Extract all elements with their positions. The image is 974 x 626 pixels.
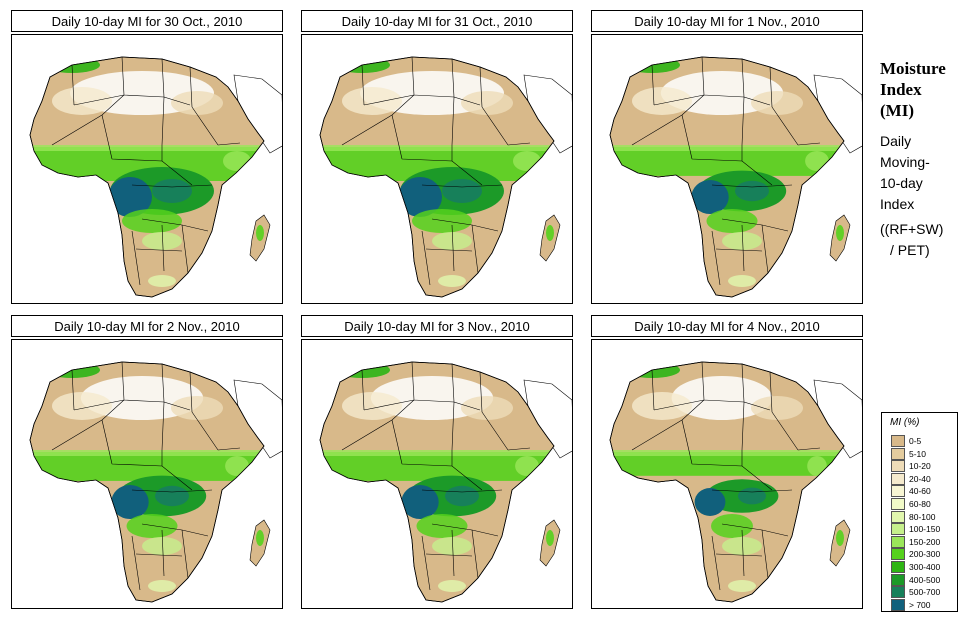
legend-label: 20-40 <box>909 473 931 484</box>
panel-title: Daily 10-day MI for 31 Oct., 2010 <box>301 10 573 32</box>
legend-swatch <box>891 586 905 599</box>
legend-swatch <box>891 573 905 586</box>
legend-swatch <box>891 535 905 548</box>
legend-item: 40-60 <box>891 485 955 498</box>
sahel-moisture-band <box>320 452 554 481</box>
index-description: Daily Moving- 10-day Index <box>880 131 930 215</box>
desc-line: Index <box>880 196 915 212</box>
legend-item: 20-40 <box>891 472 955 486</box>
legend-item: 60-80 <box>891 498 955 511</box>
very-wet-area <box>694 488 726 516</box>
legend-item: 200-300 <box>891 548 955 561</box>
map-frame <box>591 34 863 304</box>
africa-map <box>29 56 265 298</box>
panel-title: Daily 10-day MI for 1 Nov., 2010 <box>591 10 863 32</box>
map-frame <box>301 34 573 304</box>
desc-line: Daily <box>880 133 912 149</box>
legend-label: 100-150 <box>909 524 941 535</box>
very-wet-area <box>691 180 729 214</box>
legend-item: 500-700 <box>891 586 955 599</box>
very-wet-area <box>111 485 149 519</box>
map-frame <box>11 34 283 304</box>
very-wet-area <box>398 177 442 217</box>
legend: MI (%) 0-5 5-10 10-20 20-40 40-60 60-80 80-100… <box>881 412 958 612</box>
legend-swatch <box>891 561 905 573</box>
legend-swatch <box>891 498 905 510</box>
legend-item: 400-500 <box>891 573 955 587</box>
africa-map <box>319 56 555 298</box>
sahel-moisture-band <box>610 452 844 476</box>
legend-label: > 700 <box>909 599 931 610</box>
formula-line: / PET) <box>890 242 930 258</box>
legend-label: 5-10 <box>909 448 927 459</box>
legend-swatch <box>891 598 905 611</box>
legend-title: MI (%) <box>890 417 920 428</box>
title-line: Index <box>880 80 922 99</box>
africa-map <box>29 361 265 603</box>
legend-item: 80-100 <box>891 510 955 524</box>
legend-item: 150-200 <box>891 535 955 549</box>
legend-item: 0-5 <box>891 435 955 448</box>
title-line: Moisture <box>880 59 946 78</box>
index-formula: ((RF+SW) / PET) <box>880 219 943 261</box>
legend-label: 10-20 <box>909 461 931 472</box>
very-wet-area <box>108 177 152 217</box>
legend-item: 100-150 <box>891 523 955 536</box>
sahel-moisture-band <box>610 147 844 176</box>
legend-swatch <box>891 485 905 498</box>
legend-label: 0-5 <box>909 436 922 446</box>
legend-swatch <box>891 472 905 485</box>
formula-line: ((RF+SW) <box>880 221 944 237</box>
legend-label: 60-80 <box>909 499 931 509</box>
legend-label: 40-60 <box>909 486 931 497</box>
legend-item: 5-10 <box>891 447 955 461</box>
desc-line: Moving- <box>880 154 930 170</box>
index-title: Moisture Index (MI) <box>880 58 946 121</box>
legend-label: 150-200 <box>909 536 941 547</box>
legend-swatch <box>891 523 905 536</box>
legend-swatch <box>891 447 905 460</box>
sahel-moisture-band <box>30 452 264 481</box>
map-frame <box>301 339 573 609</box>
map-frame <box>591 339 863 609</box>
very-wet-area <box>401 485 439 519</box>
panel-title: Daily 10-day MI for 4 Nov., 2010 <box>591 315 863 337</box>
legend-item: 10-20 <box>891 460 955 473</box>
legend-item: > 700 <box>891 598 955 612</box>
panel-title: Daily 10-day MI for 3 Nov., 2010 <box>301 315 573 337</box>
legend-label: 300-400 <box>909 562 941 572</box>
desc-line: 10-day <box>880 175 923 191</box>
legend-label: 200-300 <box>909 549 941 560</box>
sahara-dry-area <box>671 376 773 420</box>
legend-swatch <box>891 548 905 561</box>
legend-swatch <box>891 510 905 523</box>
legend-swatch <box>891 460 905 473</box>
panel-title: Daily 10-day MI for 2 Nov., 2010 <box>11 315 283 337</box>
africa-map <box>319 361 555 603</box>
legend-label: 400-500 <box>909 574 941 585</box>
legend-label: 500-700 <box>909 587 941 598</box>
title-line: (MI) <box>880 101 914 120</box>
legend-swatch <box>891 435 905 447</box>
legend-item: 300-400 <box>891 561 955 574</box>
legend-label: 80-100 <box>909 511 936 522</box>
map-frame <box>11 339 283 609</box>
panel-title: Daily 10-day MI for 30 Oct., 2010 <box>11 10 283 32</box>
